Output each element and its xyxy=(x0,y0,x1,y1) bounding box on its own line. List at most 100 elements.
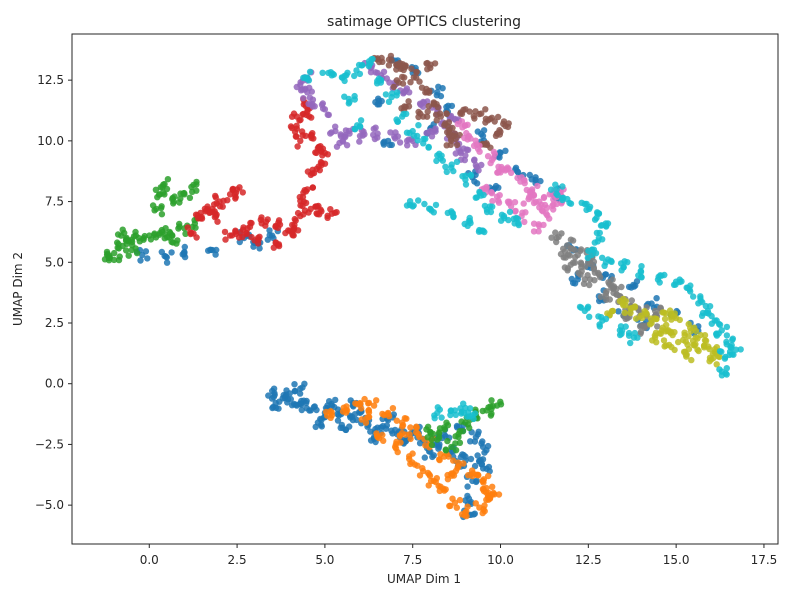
series-1 xyxy=(323,395,503,520)
data-point xyxy=(463,129,470,137)
data-point xyxy=(415,197,422,204)
data-point xyxy=(463,512,470,520)
data-point xyxy=(625,329,633,337)
data-point xyxy=(256,245,263,252)
data-point xyxy=(449,495,456,502)
data-point xyxy=(572,253,579,261)
data-point xyxy=(713,330,720,337)
y-tick-label: 2.5 xyxy=(45,316,64,330)
data-point xyxy=(372,69,379,76)
data-point xyxy=(566,252,573,259)
data-point xyxy=(474,452,481,459)
data-point xyxy=(495,199,503,206)
data-point xyxy=(489,197,496,205)
data-point xyxy=(496,127,503,134)
data-point xyxy=(327,414,334,421)
data-point xyxy=(488,410,495,417)
data-point xyxy=(482,119,489,126)
data-point xyxy=(214,218,221,225)
data-point xyxy=(203,207,210,214)
data-point xyxy=(594,210,601,217)
data-point xyxy=(151,207,158,214)
data-point xyxy=(416,78,423,85)
data-point xyxy=(570,259,577,266)
data-point xyxy=(661,271,668,279)
data-point xyxy=(394,448,401,456)
data-point xyxy=(342,426,349,433)
data-point xyxy=(706,303,714,310)
data-point xyxy=(294,227,302,234)
data-point xyxy=(158,211,166,218)
data-point xyxy=(328,409,335,416)
data-point xyxy=(521,218,528,226)
data-point xyxy=(319,69,326,77)
data-point xyxy=(297,137,304,145)
data-point xyxy=(425,103,432,110)
data-point xyxy=(421,200,428,208)
data-point xyxy=(380,437,387,444)
data-point xyxy=(512,164,520,171)
data-point xyxy=(323,408,330,416)
data-point xyxy=(436,456,443,464)
data-point xyxy=(535,221,542,228)
data-point xyxy=(685,320,692,328)
data-point xyxy=(471,462,479,470)
data-point xyxy=(580,280,588,287)
data-point xyxy=(505,216,512,224)
data-point xyxy=(111,249,118,257)
data-point xyxy=(291,221,298,229)
data-point xyxy=(442,447,450,454)
x-tick-label: 10.0 xyxy=(487,553,514,567)
data-point xyxy=(158,248,165,256)
data-point xyxy=(432,125,439,132)
data-point xyxy=(414,137,421,144)
y-tick-label: 10.0 xyxy=(37,134,64,148)
data-point xyxy=(472,108,479,115)
data-point xyxy=(510,215,517,222)
data-point xyxy=(162,253,170,260)
data-point xyxy=(627,339,634,347)
data-point xyxy=(303,399,310,407)
data-point xyxy=(590,266,598,273)
data-point xyxy=(291,215,298,223)
data-point xyxy=(620,295,627,303)
data-point xyxy=(144,255,151,262)
data-point xyxy=(559,196,566,204)
data-point xyxy=(692,334,699,341)
data-point xyxy=(466,214,473,222)
data-point xyxy=(647,315,655,322)
data-point xyxy=(416,472,424,479)
data-point xyxy=(467,438,474,445)
data-point xyxy=(408,65,415,72)
data-point xyxy=(460,400,467,407)
data-point xyxy=(596,229,603,237)
data-point xyxy=(478,440,485,447)
data-point xyxy=(297,197,304,205)
data-point xyxy=(485,463,493,471)
data-point xyxy=(262,218,270,225)
data-point xyxy=(476,189,484,197)
data-point xyxy=(229,185,237,193)
data-point xyxy=(637,267,644,275)
data-point xyxy=(365,413,372,421)
data-point xyxy=(418,84,426,91)
data-point xyxy=(479,465,487,472)
data-point xyxy=(115,240,122,248)
data-point xyxy=(476,148,483,155)
data-point xyxy=(706,358,713,365)
data-point xyxy=(528,194,535,201)
data-point xyxy=(653,295,660,302)
data-point xyxy=(654,323,661,330)
data-point xyxy=(432,111,440,118)
data-point xyxy=(387,129,394,136)
data-point xyxy=(293,83,300,91)
data-point xyxy=(608,284,615,291)
data-point xyxy=(258,214,265,221)
data-point xyxy=(147,236,155,243)
data-point xyxy=(328,72,335,79)
data-point xyxy=(306,68,314,76)
data-point xyxy=(163,259,171,266)
data-point xyxy=(341,77,348,85)
data-point xyxy=(601,262,608,269)
data-point xyxy=(379,410,386,418)
